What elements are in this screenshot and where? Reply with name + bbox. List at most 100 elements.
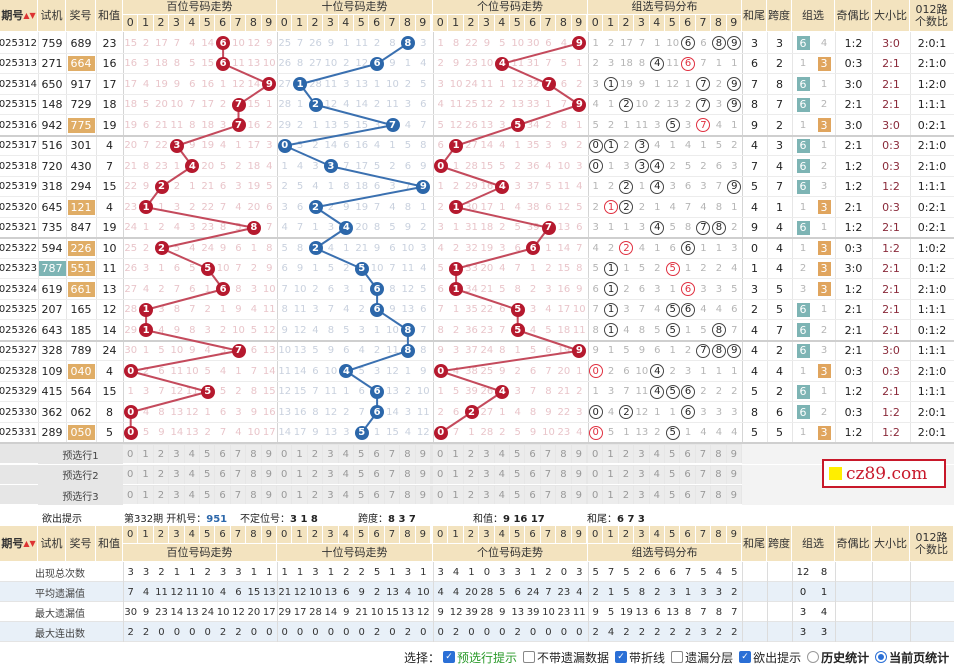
preselect-digit-group[interactable]: 7: [695, 445, 711, 463]
option-radio-6[interactable]: 当前页统计: [875, 649, 949, 666]
preselect-digit-hundreds[interactable]: 5: [200, 445, 215, 463]
preselect-digit-tens[interactable]: 5: [354, 486, 369, 505]
preselect-digit-group[interactable]: 2: [618, 465, 634, 484]
checkbox[interactable]: [523, 651, 536, 663]
preselect-digit-hundreds[interactable]: 4: [184, 486, 199, 505]
preselect-digit-group[interactable]: 0: [588, 445, 603, 463]
preselect-digit-units[interactable]: 7: [540, 465, 556, 484]
preselect-digit-tens[interactable]: 7: [384, 486, 400, 505]
preselect-digit-units[interactable]: 0: [433, 486, 448, 505]
preselect-digit-units[interactable]: 4: [494, 465, 509, 484]
preselect-digit-group[interactable]: 3: [634, 465, 649, 484]
preselect-digit-group[interactable]: 5: [665, 445, 680, 463]
preselect-digit-group[interactable]: 5: [665, 465, 680, 484]
preselect-digit-units[interactable]: 5: [510, 445, 525, 463]
preselect-digit-hundreds[interactable]: 5: [200, 465, 215, 484]
option-radio-5[interactable]: 历史统计: [807, 649, 869, 666]
preselect-digit-tens[interactable]: 4: [338, 465, 353, 484]
preselect-digit-tens[interactable]: 6: [369, 465, 384, 484]
preselect-digit-hundreds[interactable]: 6: [215, 445, 230, 463]
preselect-digit-hundreds[interactable]: 1: [138, 445, 153, 463]
preselect-digit-group[interactable]: 2: [618, 486, 634, 505]
preselect-digit-tens[interactable]: 8: [400, 486, 415, 505]
option-checkbox-3[interactable]: 遗漏分层: [671, 649, 733, 666]
preselect-digit-units[interactable]: 2: [463, 465, 479, 484]
bottom-sort-icon[interactable]: ▲▼: [23, 538, 36, 548]
preselect-digit-tens[interactable]: 0: [277, 445, 292, 463]
preselect-digit-group[interactable]: 9: [726, 465, 741, 484]
option-checkbox-2[interactable]: ✓ 带折线: [615, 649, 665, 666]
preselect-digit-tens[interactable]: 8: [400, 445, 415, 463]
preselect-digit-hundreds[interactable]: 1: [138, 465, 153, 484]
preselect-digit-hundreds[interactable]: 9: [261, 445, 276, 463]
preselect-digit-hundreds[interactable]: 9: [261, 465, 276, 484]
preselect-digit-tens[interactable]: 1: [292, 486, 307, 505]
preselect-digit-units[interactable]: 9: [571, 445, 586, 463]
preselect-digit-group[interactable]: 0: [588, 465, 603, 484]
sort-icon[interactable]: ▲▼: [23, 10, 36, 20]
checkbox[interactable]: ✓: [443, 651, 456, 663]
preselect-digit-tens[interactable]: 4: [338, 445, 353, 463]
preselect-digit-hundreds[interactable]: 1: [138, 486, 153, 505]
preselect-digit-tens[interactable]: 6: [369, 486, 384, 505]
option-checkbox-1[interactable]: 不带遗漏数据: [523, 649, 609, 666]
preselect-digit-tens[interactable]: 6: [369, 445, 384, 463]
preselect-digit-units[interactable]: 5: [510, 486, 525, 505]
preselect-digit-units[interactable]: 7: [540, 486, 556, 505]
preselect-digit-hundreds[interactable]: 5: [200, 486, 215, 505]
preselect-digit-units[interactable]: 8: [556, 465, 571, 484]
option-checkbox-4[interactable]: ✓ 欲出提示: [739, 649, 801, 666]
preselect-digit-units[interactable]: 9: [571, 486, 586, 505]
preselect-digit-tens[interactable]: 1: [292, 445, 307, 463]
preselect-digit-tens[interactable]: 2: [307, 486, 323, 505]
preselect-digit-group[interactable]: 4: [649, 465, 664, 484]
preselect-digit-tens[interactable]: 1: [292, 465, 307, 484]
preselect-digit-units[interactable]: 3: [479, 445, 494, 463]
preselect-digit-units[interactable]: 1: [448, 445, 463, 463]
preselect-digit-group[interactable]: 7: [695, 465, 711, 484]
preselect-digit-group[interactable]: 8: [711, 465, 726, 484]
preselect-digit-units[interactable]: 8: [556, 486, 571, 505]
site-logo[interactable]: cz89.com: [822, 459, 946, 488]
preselect-digit-hundreds[interactable]: 0: [123, 465, 138, 484]
preselect-digit-tens[interactable]: 4: [338, 486, 353, 505]
preselect-digit-group[interactable]: 3: [634, 486, 649, 505]
preselect-digit-hundreds[interactable]: 8: [246, 486, 261, 505]
preselect-digit-tens[interactable]: 9: [415, 445, 430, 463]
preselect-digit-group[interactable]: 1: [603, 465, 618, 484]
preselect-digit-units[interactable]: 5: [510, 465, 525, 484]
preselect-digit-hundreds[interactable]: 2: [153, 465, 169, 484]
preselect-digit-tens[interactable]: 3: [323, 486, 338, 505]
preselect-digit-hundreds[interactable]: 7: [230, 486, 246, 505]
preselect-digit-hundreds[interactable]: 6: [215, 486, 230, 505]
preselect-digit-hundreds[interactable]: 2: [153, 445, 169, 463]
preselect-digit-hundreds[interactable]: 4: [184, 445, 199, 463]
preselect-digit-units[interactable]: 9: [571, 465, 586, 484]
preselect-digit-group[interactable]: 7: [695, 486, 711, 505]
preselect-digit-tens[interactable]: 2: [307, 445, 323, 463]
preselect-digit-group[interactable]: 8: [711, 486, 726, 505]
preselect-digit-units[interactable]: 2: [463, 486, 479, 505]
preselect-digit-hundreds[interactable]: 0: [123, 445, 138, 463]
checkbox[interactable]: ✓: [615, 651, 628, 663]
preselect-digit-hundreds[interactable]: 7: [230, 445, 246, 463]
preselect-digit-hundreds[interactable]: 3: [169, 486, 184, 505]
preselect-digit-units[interactable]: 1: [448, 486, 463, 505]
preselect-digit-units[interactable]: 2: [463, 445, 479, 463]
preselect-digit-hundreds[interactable]: 8: [246, 445, 261, 463]
preselect-digit-hundreds[interactable]: 3: [169, 465, 184, 484]
preselect-digit-units[interactable]: 6: [525, 465, 540, 484]
preselect-digit-hundreds[interactable]: 7: [230, 465, 246, 484]
preselect-digit-units[interactable]: 3: [479, 486, 494, 505]
preselect-digit-tens[interactable]: 8: [400, 465, 415, 484]
preselect-digit-group[interactable]: 4: [649, 445, 664, 463]
option-checkbox-0[interactable]: ✓ 预选行提示: [443, 649, 517, 666]
preselect-digit-tens[interactable]: 0: [277, 465, 292, 484]
preselect-digit-group[interactable]: 2: [618, 445, 634, 463]
preselect-digit-hundreds[interactable]: 6: [215, 465, 230, 484]
preselect-digit-group[interactable]: 6: [680, 486, 695, 505]
preselect-digit-hundreds[interactable]: 4: [184, 465, 199, 484]
checkbox[interactable]: [671, 651, 684, 663]
preselect-digit-units[interactable]: 4: [494, 445, 509, 463]
preselect-digit-group[interactable]: 1: [603, 486, 618, 505]
